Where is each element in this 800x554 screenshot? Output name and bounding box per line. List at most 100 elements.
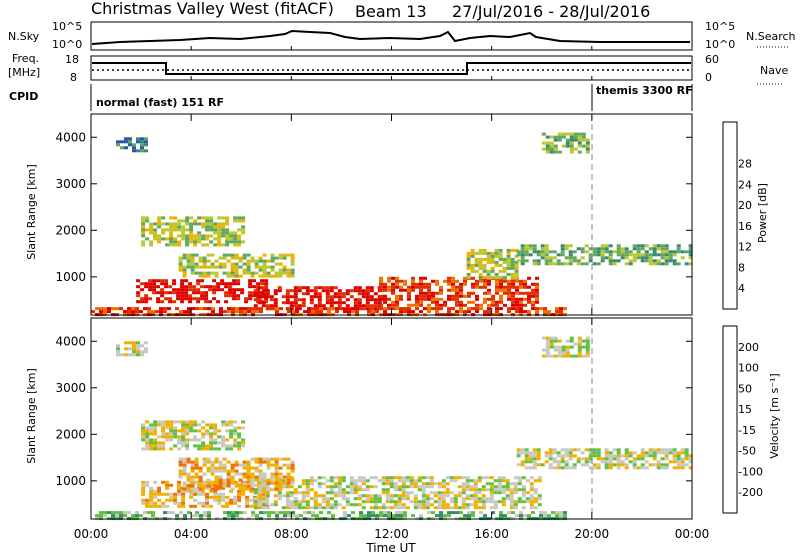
heatmap-cell — [290, 268, 295, 272]
heatmap-cell — [210, 460, 215, 464]
heatmap-cell — [231, 511, 235, 515]
heatmap-cell — [234, 481, 239, 485]
heatmap-cell — [660, 262, 665, 266]
heatmap-cell — [435, 282, 439, 286]
heatmap-cell — [232, 282, 237, 286]
heatmap-cell — [213, 228, 218, 232]
heatmap-cell — [486, 260, 491, 264]
heatmap-cell — [225, 447, 230, 451]
heatmap-cell — [209, 441, 214, 445]
heatmap-cell — [153, 444, 158, 448]
heatmap-cell — [313, 491, 318, 495]
heatmap-cell — [241, 240, 246, 244]
heatmap-cell — [299, 514, 303, 518]
heatmap-cell — [644, 451, 649, 455]
heatmap-cell — [513, 485, 518, 489]
heatmap-cell — [502, 275, 507, 279]
heatmap-cell — [393, 503, 398, 507]
heatmap-cell — [569, 135, 574, 139]
heatmap-cell — [227, 310, 231, 314]
heatmap-cell — [511, 511, 515, 515]
heatmap-cell — [503, 279, 507, 283]
heatmap-cell — [157, 498, 162, 502]
heatmap-cell — [421, 482, 426, 486]
heatmap-cell — [569, 147, 574, 151]
heatmap-cell — [467, 310, 471, 314]
heatmap-cell — [185, 216, 190, 220]
heatmap-cell — [656, 448, 661, 452]
nsearch-label: N.Search — [746, 30, 796, 43]
heatmap-cell — [201, 237, 206, 241]
heatmap-cell — [466, 275, 471, 279]
heatmap-cell — [437, 491, 442, 495]
heatmap-cell — [524, 247, 529, 251]
heatmap-cell — [282, 256, 287, 260]
heatmap-cell — [461, 491, 466, 495]
heatmap-cell — [455, 294, 459, 298]
heatmap-cell — [507, 285, 511, 289]
heatmap-cell — [250, 271, 255, 275]
heatmap-cell — [238, 478, 243, 482]
heatmap-cell — [391, 285, 395, 289]
heatmap-cell — [405, 476, 410, 480]
heatmap-cell — [498, 269, 503, 273]
heatmap-cell — [169, 225, 174, 229]
heatmap-cell — [337, 292, 342, 296]
heatmap-cell — [509, 482, 514, 486]
velocity-ylabel: Slant Range [km] — [25, 368, 38, 464]
heatmap-cell — [242, 268, 247, 272]
heatmap-cell — [313, 503, 318, 507]
heatmap-cell — [523, 291, 527, 295]
heatmap-cell — [495, 307, 499, 311]
heatmap-cell — [182, 265, 187, 269]
heatmap-cell — [616, 253, 621, 257]
heatmap-cell — [628, 259, 633, 263]
heatmap-cell — [225, 216, 230, 220]
heatmap-cell — [523, 297, 527, 301]
heatmap-cell — [506, 257, 511, 261]
heatmap-cell — [505, 488, 510, 492]
heatmap-cell — [226, 472, 231, 476]
heatmap-cell — [196, 279, 201, 283]
heatmap-cell — [585, 345, 590, 349]
heatmap-cell — [262, 460, 267, 464]
heatmap-cell — [177, 228, 182, 232]
heatmap-cell — [485, 500, 490, 504]
heatmap-cell — [246, 475, 251, 479]
heatmap-cell — [290, 274, 295, 278]
heatmap-cell — [253, 500, 258, 504]
heatmap-cell — [287, 307, 291, 311]
heatmap-cell — [193, 240, 198, 244]
heatmap-cell — [505, 494, 510, 498]
heatmap-cell — [565, 339, 570, 343]
heatmap-cell — [559, 310, 563, 314]
heatmap-cell — [431, 511, 435, 515]
heatmap-cell — [568, 244, 573, 248]
heatmap-cell — [487, 279, 491, 283]
heatmap-cell — [229, 447, 234, 451]
heatmap-cell — [561, 354, 566, 358]
heatmap-cell — [278, 262, 283, 266]
heatmap-cell — [537, 503, 542, 507]
heatmap-cell — [144, 294, 149, 298]
heatmap-cell — [507, 291, 511, 295]
heatmap-cell — [190, 262, 195, 266]
heatmap-cell — [569, 339, 574, 343]
heatmap-cell — [401, 479, 406, 483]
heatmap-cell — [413, 506, 418, 510]
heatmap-cell — [521, 485, 526, 489]
heatmap-cell — [160, 282, 165, 286]
heatmap-cell — [341, 488, 346, 492]
heatmap-cell — [455, 300, 459, 304]
heatmap-cell — [528, 454, 533, 458]
heatmap-cell — [636, 454, 641, 458]
heatmap-cell — [153, 222, 158, 226]
heatmap-cell — [274, 457, 279, 461]
heatmap-cell — [209, 504, 214, 508]
heatmap-cell — [181, 438, 186, 442]
heatmap-cell — [242, 460, 247, 464]
heatmap-cell — [136, 149, 140, 153]
heatmap-cell — [557, 351, 562, 355]
heatmap-cell — [401, 476, 406, 480]
heatmap-cell — [152, 291, 157, 295]
